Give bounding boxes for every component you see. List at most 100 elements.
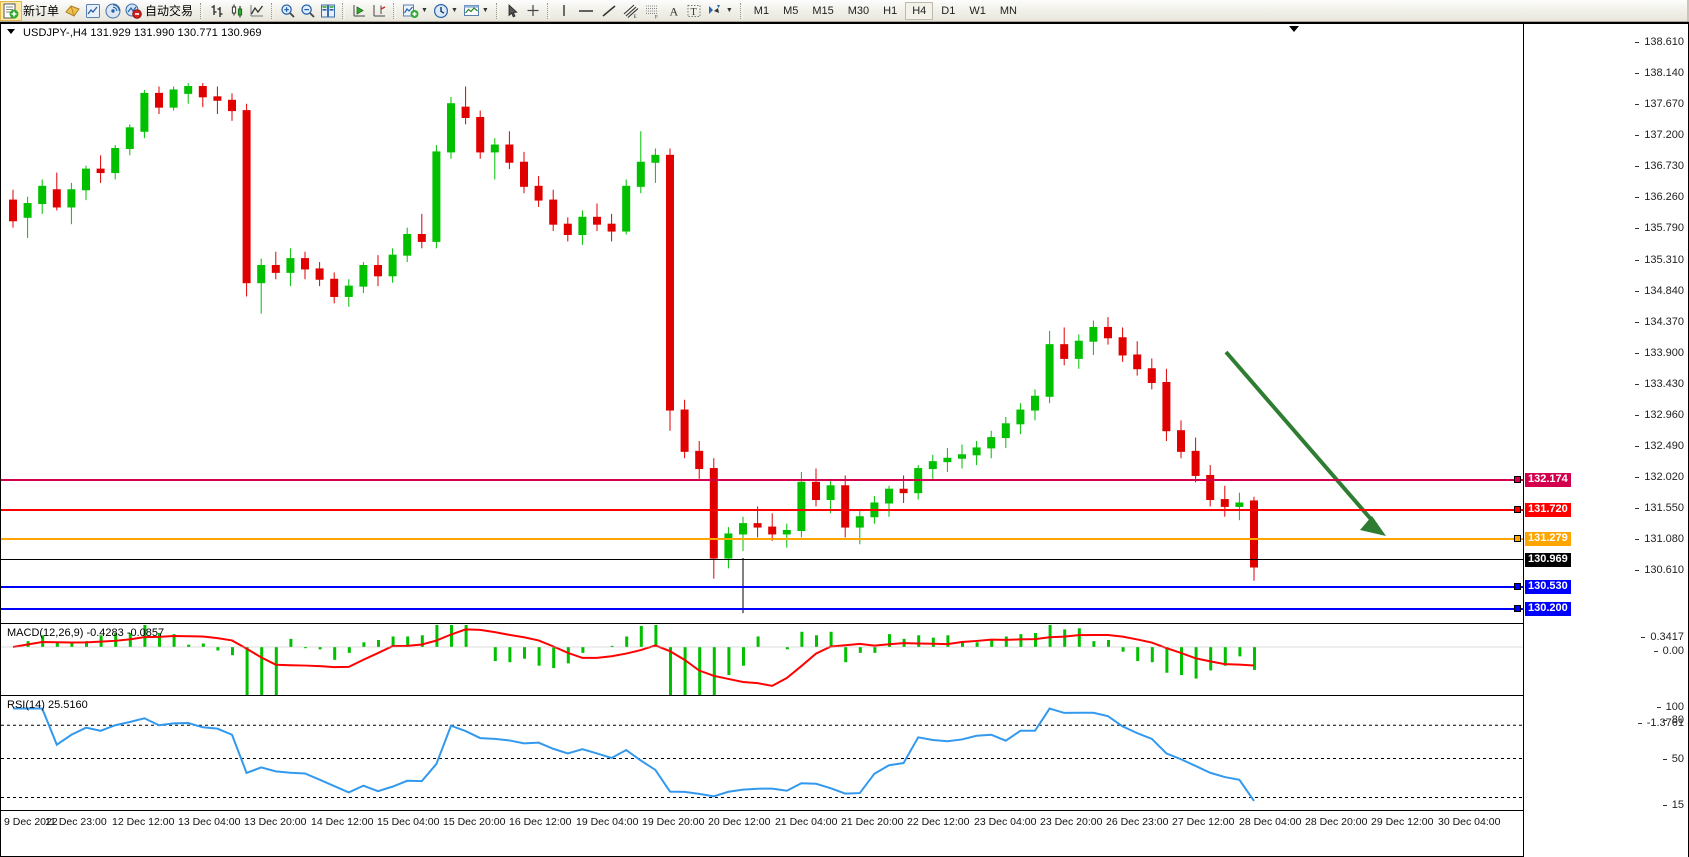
time-axis: 9 Dec 2022 11 Dec 23:00 12 Dec 12:00 13 Dec… [1, 812, 1523, 857]
text-icon[interactable]: A [664, 1, 684, 21]
zoom-in-icon[interactable] [278, 1, 298, 21]
take-profit-line-handle[interactable] [1514, 476, 1521, 483]
text-label-icon[interactable]: T [684, 1, 704, 21]
price-tick: 134.840 [1635, 285, 1684, 297]
timeframe-w1[interactable]: W1 [969, 4, 986, 17]
support-line-1-handle[interactable] [1514, 583, 1521, 590]
timeframe-mn[interactable]: MN [999, 4, 1017, 17]
timeframe-h1[interactable]: H1 [883, 4, 898, 17]
vertical-line-icon[interactable] [554, 1, 574, 21]
period-icon[interactable] [431, 1, 451, 21]
price-scale[interactable]: 138.610 138.140 137.670 136.730 137.200 136.2… [1523, 24, 1688, 857]
time-tick: 13 Dec 04:00 [178, 816, 241, 828]
price-tick: 132.020 [1635, 471, 1684, 483]
auto-trading-icon[interactable] [123, 1, 144, 21]
toolbar-separator [495, 2, 499, 19]
timeframe-d1[interactable]: D1 [941, 4, 956, 17]
rsi-pane[interactable]: RSI(14) 25.5160 [1, 697, 1523, 811]
time-tick: 19 Dec 04:00 [576, 816, 639, 828]
chart-window[interactable]: USDJPY-,H4 131.929 131.990 130.771 130.9… [0, 22, 1689, 857]
entry-line-tag[interactable]: 131.279 [1525, 532, 1571, 546]
signals-icon[interactable] [103, 1, 123, 21]
macd-pane[interactable]: MACD(12,26,9) -0.4283 -0.0857 [1, 625, 1523, 696]
svg-text:T: T [690, 7, 696, 18]
crosshair-icon[interactable] [523, 1, 543, 21]
resistance-line-handle[interactable] [1514, 506, 1521, 513]
chart-scroll-marker-icon[interactable] [1289, 26, 1299, 32]
price-tick: 130.610 [1635, 564, 1684, 576]
chevron-down-icon[interactable]: ▼ [421, 7, 428, 14]
time-tick: 21 Dec 04:00 [775, 816, 838, 828]
time-tick: 30 Dec 04:00 [1438, 816, 1501, 828]
price-tick: 132.960 [1635, 409, 1684, 421]
rsi-tick: 80 [1662, 714, 1684, 726]
resistance-line[interactable] [1, 509, 1523, 511]
price-pane[interactable]: USDJPY-,H4 131.929 131.990 130.771 130.9… [1, 24, 1523, 624]
take-profit-line-tag[interactable]: 132.174 [1525, 473, 1571, 487]
time-tick: 21 Dec 20:00 [841, 816, 904, 828]
timeframe-m30[interactable]: M30 [847, 4, 870, 17]
time-tick: 23 Dec 20:00 [1040, 816, 1103, 828]
zoom-out-icon[interactable] [298, 1, 318, 21]
timeframe-m5[interactable]: M5 [783, 4, 799, 17]
data-window-icon[interactable] [83, 1, 103, 21]
chart-menu-caret-icon[interactable] [7, 29, 15, 34]
price-tick: 138.610 [1635, 36, 1684, 48]
current-price-line-tag[interactable]: 130.969 [1525, 553, 1571, 567]
support-line-1-tag[interactable]: 130.530 [1525, 580, 1571, 594]
horizontal-line-icon[interactable] [574, 1, 598, 21]
rsi-label: RSI(14) 25.5160 [7, 699, 88, 711]
new-order-icon[interactable] [0, 0, 22, 21]
auto-scroll-icon[interactable] [349, 1, 369, 21]
price-tick: 131.550 [1635, 502, 1684, 514]
fibonacci-icon[interactable]: F [642, 1, 664, 21]
price-tick: 136.260 [1635, 191, 1684, 203]
take-profit-line[interactable] [1, 479, 1523, 481]
equidistant-channel-icon[interactable]: E [620, 1, 642, 21]
price-tick: 134.370 [1635, 316, 1684, 328]
time-tick: 15 Dec 20:00 [443, 816, 506, 828]
price-tick: 135.310 [1635, 254, 1684, 266]
time-tick: 11 Dec 23:00 [45, 816, 107, 828]
support-line-2-tag[interactable]: 130.200 [1525, 602, 1571, 616]
price-header: USDJPY-,H4 131.929 131.990 130.771 130.9… [23, 27, 262, 39]
price-tick: 131.080 [1635, 533, 1684, 545]
chart-shift2-icon[interactable] [369, 1, 389, 21]
line-chart-icon[interactable] [247, 1, 267, 21]
chevron-down-icon[interactable]: ▼ [725, 7, 733, 14]
templates-icon[interactable] [461, 1, 482, 21]
time-tick: 26 Dec 23:00 [1106, 816, 1169, 828]
trendline-icon[interactable] [598, 1, 620, 21]
timeframe-m15[interactable]: M15 [812, 4, 834, 17]
support-line-2-handle[interactable] [1514, 605, 1521, 612]
time-tick: 15 Dec 04:00 [377, 816, 440, 828]
current-price-line[interactable] [1, 559, 1523, 560]
cursor-icon[interactable] [503, 1, 523, 21]
indicators-icon[interactable] [400, 1, 421, 21]
toolbar-separator [393, 2, 397, 19]
timeframe-m1[interactable]: M1 [753, 4, 770, 17]
bar-chart-icon[interactable] [207, 1, 227, 21]
candlestick-chart-icon[interactable] [227, 1, 247, 21]
rsi-series [1, 707, 1523, 802]
chart-shift-icon[interactable] [318, 1, 338, 21]
entry-line-handle[interactable] [1514, 535, 1521, 542]
auto-trading-label[interactable]: 自动交易 [145, 4, 194, 18]
support-line-1[interactable] [1, 586, 1523, 588]
expert-advisor-icon[interactable] [62, 1, 83, 21]
entry-line[interactable] [1, 538, 1523, 540]
timeframe-h4[interactable]: H4 [905, 1, 934, 20]
price-tick: 133.430 [1635, 378, 1684, 390]
time-tick: 14 Dec 12:00 [311, 816, 374, 828]
shapes-icon[interactable] [704, 1, 726, 21]
svg-text:F: F [655, 15, 658, 19]
support-line-2[interactable] [1, 608, 1523, 610]
chevron-down-icon[interactable]: ▼ [450, 7, 458, 14]
chevron-down-icon[interactable]: ▼ [481, 7, 489, 14]
new-order-label[interactable]: 新订单 [23, 4, 60, 18]
toolbar-right-edge [1687, 0, 1689, 21]
time-tick: 23 Dec 04:00 [974, 816, 1037, 828]
resistance-line-tag[interactable]: 131.720 [1525, 503, 1571, 517]
time-tick: 28 Dec 20:00 [1305, 816, 1368, 828]
